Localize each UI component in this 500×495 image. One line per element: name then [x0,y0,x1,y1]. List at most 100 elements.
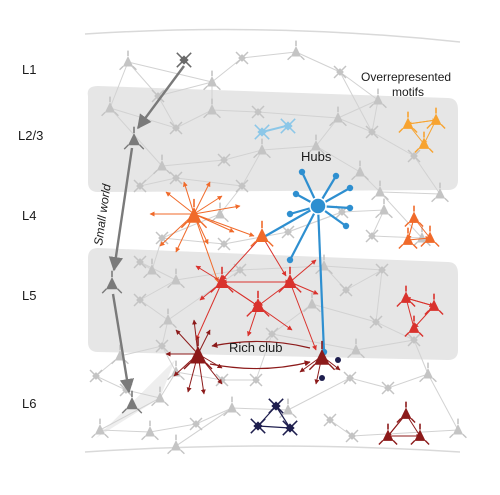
soma [326,416,334,424]
small-world-neuron-l5 [101,270,123,294]
network-edge [257,111,339,119]
soma [268,330,276,338]
background-interneuron [407,333,421,347]
basal-dendrite [164,401,169,407]
red-projection [289,281,317,351]
soma [215,274,229,288]
basal-dendrite [308,363,316,371]
soma [418,137,430,149]
basal-dendrite [183,362,191,370]
network-edge [149,423,197,433]
soma [104,102,116,113]
background-pyramidal-neuron [211,202,229,223]
network-edge [371,131,415,157]
network-edge [427,373,459,431]
hub-neuron [309,197,327,215]
basal-dendrite [180,283,185,289]
soma [226,402,238,413]
basal-dendrite [123,144,129,150]
basal-dendrite [410,418,416,423]
background-interneuron [343,371,357,385]
network-edge [161,345,177,373]
network-edge [387,373,429,389]
network-edge [161,213,221,239]
soma [257,127,267,137]
soma [214,208,226,219]
rich-club-neuron [183,337,213,370]
basal-dendrite [159,323,164,329]
background-interneuron [235,179,249,193]
network-edge [223,149,263,161]
basal-dendrite [117,288,123,294]
motif-l5-neuron [396,285,416,307]
soma [170,440,182,451]
background-interneuron [133,293,147,307]
soma [434,188,446,199]
basal-dendrite [342,121,347,127]
basal-dendrite [139,144,145,150]
background-interneuron [233,263,247,277]
network-edge [119,345,163,357]
basal-dendrite [316,307,321,313]
network-edge [337,99,379,119]
basal-dendrite [404,332,410,337]
basal-dendrite [438,310,444,315]
basal-dendrite [375,213,380,219]
basal-dendrite [360,353,365,359]
basal-dendrite [167,283,172,289]
basal-dendrite [111,359,116,365]
motif-edge [261,125,287,133]
basal-dendrite [154,435,159,441]
basal-dendrite [295,287,302,293]
network-edge [241,149,263,187]
background-pyramidal-neuron [287,40,305,61]
network-edge [339,71,373,133]
network-edge [195,407,233,425]
basal-dendrite [210,287,217,293]
orange-projection [193,195,223,215]
network-edge [175,407,233,447]
background-pyramidal-neuron [167,434,185,455]
basal-dendrite [167,449,172,455]
rich-club-label: Rich club [229,340,282,355]
basal-dendrite [172,323,177,329]
soma [408,321,420,333]
background-pyramidal-neuron [431,182,449,203]
highlighted-neurons [101,52,446,445]
motif-l4-neuron [420,225,440,247]
basal-dendrite [104,433,109,439]
navy-interneuron [250,418,266,434]
small-world-edge [108,147,134,272]
soma [306,298,318,309]
background-interneuron [251,105,265,119]
network-edge [175,371,223,381]
network-edge [371,235,423,239]
basal-dendrite [224,217,229,223]
basal-dendrite [419,377,424,383]
basal-dendrite [418,222,424,227]
motifs-label-line2: motifs [392,85,424,99]
background-interneuron [281,225,295,239]
orange-projection [193,213,219,283]
basal-dendrite [382,103,387,109]
soma [92,372,100,380]
soma [144,426,156,437]
basal-dendrite [141,435,146,441]
network-edge [261,145,317,151]
basal-dendrite [404,222,410,227]
soma [256,144,268,155]
hub-connection [261,205,319,239]
network-edge [139,177,177,187]
hub-terminal [292,190,300,198]
axon-terminal [319,375,325,381]
red-connection [221,281,259,307]
basal-dendrite [440,124,446,129]
soma [146,264,158,275]
background-interneuron [169,121,183,135]
l5-red-pyramidal-neuron [278,266,302,293]
soma [378,266,386,274]
basal-dendrite [396,418,402,423]
basal-dendrite [253,153,258,159]
basal-dendrite [396,302,402,307]
soma [251,298,265,312]
